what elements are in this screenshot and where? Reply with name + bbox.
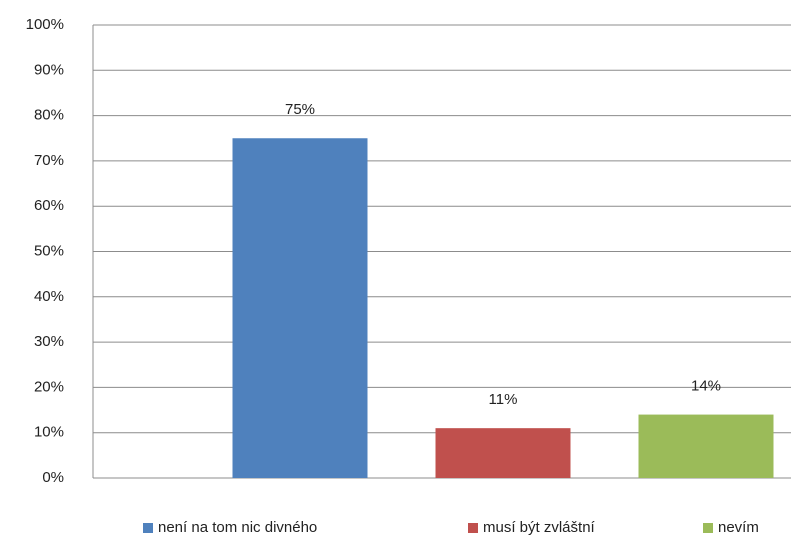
y-tick-label: 70% <box>34 152 64 169</box>
y-tick-label: 0% <box>42 469 64 486</box>
legend-swatch <box>143 523 153 533</box>
value-label: 14% <box>691 378 721 395</box>
value-label: 11% <box>489 391 518 408</box>
value-label: 75% <box>285 101 315 118</box>
bar <box>232 138 368 478</box>
y-tick-label: 40% <box>34 288 64 305</box>
y-tick-label: 50% <box>34 242 64 259</box>
legend-swatch <box>703 523 713 533</box>
legend-label: nevím <box>718 519 759 536</box>
bar <box>638 414 774 478</box>
y-tick-label: 60% <box>34 197 64 214</box>
y-tick-label: 20% <box>34 378 64 395</box>
y-tick-label: 30% <box>34 333 64 350</box>
legend-label: musí být zvláštní <box>483 519 596 536</box>
y-tick-label: 90% <box>34 61 64 78</box>
y-tick-label: 10% <box>34 424 64 441</box>
y-tick-label: 80% <box>34 107 64 124</box>
y-tick-label: 100% <box>26 16 64 33</box>
legend-label: není na tom nic divného <box>158 519 317 536</box>
bar <box>435 428 571 478</box>
legend-swatch <box>468 523 478 533</box>
